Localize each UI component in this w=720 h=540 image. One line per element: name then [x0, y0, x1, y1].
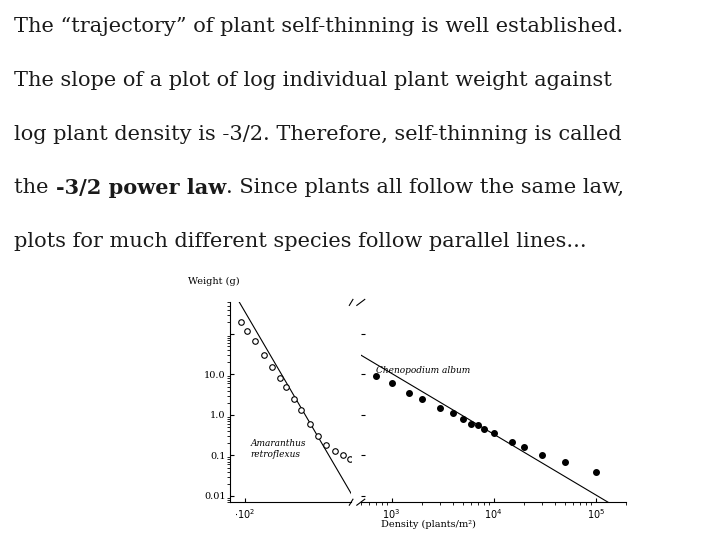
Text: -3/2 power law: -3/2 power law [55, 178, 226, 199]
Text: the: the [14, 178, 55, 198]
Text: plots for much different species follow parallel lines...: plots for much different species follow … [14, 232, 587, 252]
Text: Amaranthus
retroflexus: Amaranthus retroflexus [251, 440, 306, 458]
Text: Weight (g): Weight (g) [188, 278, 240, 286]
Text: The “trajectory” of plant self-thinning is well established.: The “trajectory” of plant self-thinning … [14, 17, 624, 36]
Text: . Since plants all follow the same law,: . Since plants all follow the same law, [226, 178, 624, 198]
Text: Density (plants/m²): Density (plants/m²) [381, 520, 476, 529]
Text: log plant density is -3/2. Therefore, self-thinning is called: log plant density is -3/2. Therefore, se… [14, 125, 622, 144]
Text: The slope of a plot of log individual plant weight against: The slope of a plot of log individual pl… [14, 71, 612, 90]
Text: Chenopodium album: Chenopodium album [376, 366, 470, 375]
